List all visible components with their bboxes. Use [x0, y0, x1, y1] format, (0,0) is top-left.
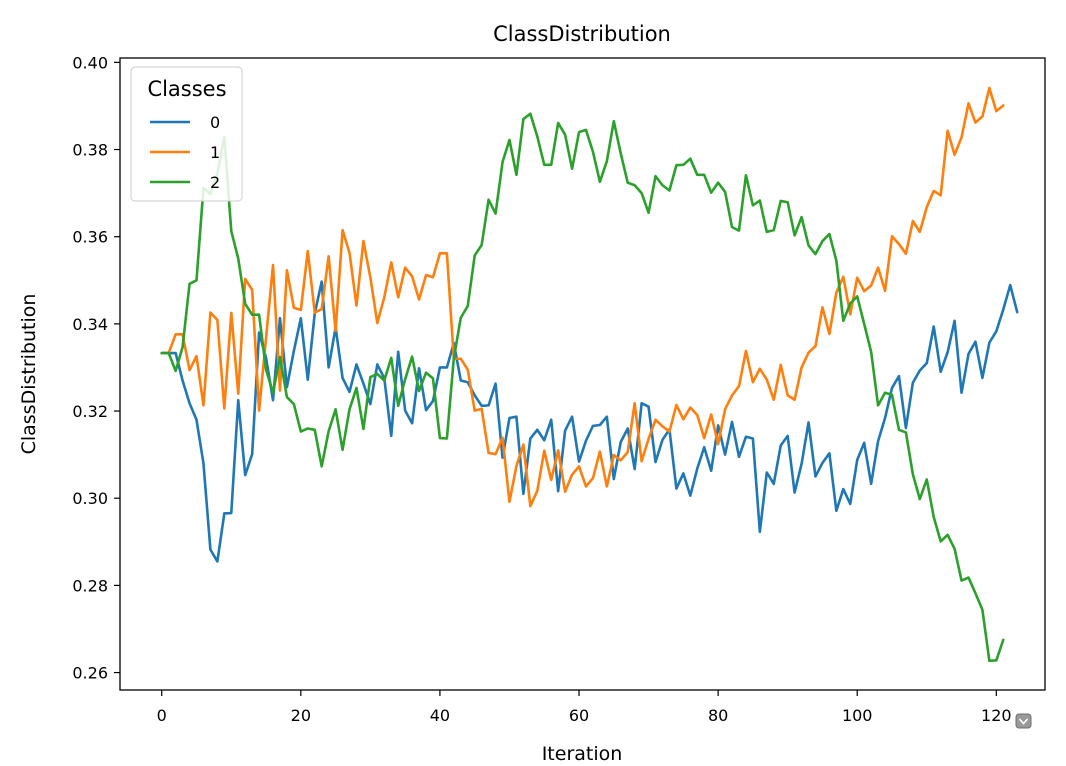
- legend-entries: 0 1 2: [150, 113, 220, 192]
- y-axis-title: ClassDistribution: [18, 294, 40, 455]
- y-tick-label: 0.32: [72, 402, 108, 421]
- y-tick-label: 0.36: [72, 228, 108, 247]
- legend-label-2: 2: [210, 173, 220, 192]
- chart-title: ClassDistribution: [493, 22, 671, 46]
- y-axis: 0.26 0.28 0.30 0.32 0.34 0.36 0.38 0.40: [72, 53, 120, 683]
- y-tick-label: 0.38: [72, 141, 108, 160]
- y-tick-label: 0.30: [72, 489, 108, 508]
- x-axis: 0 20 40 60 80 100 120: [157, 690, 1012, 725]
- x-tick-label: 20: [291, 706, 311, 725]
- series-line-1: [160, 86, 1005, 508]
- series-line-2: [160, 112, 1005, 663]
- series-line-0: [160, 280, 1019, 563]
- x-tick-label: 60: [569, 706, 589, 725]
- legend-title: Classes: [147, 77, 226, 101]
- x-axis-title: Iteration: [542, 743, 623, 765]
- y-tick-label: 0.34: [72, 315, 108, 334]
- x-tick-label: 120: [981, 706, 1012, 725]
- legend-box: [130, 66, 243, 202]
- legend: Classes 0 1 2: [130, 66, 243, 202]
- x-tick-label: 0: [157, 706, 167, 725]
- x-tick-label: 80: [708, 706, 728, 725]
- plot-frame: [119, 57, 1046, 691]
- y-tick-label: 0.40: [72, 53, 108, 72]
- x-tick-label: 100: [842, 706, 873, 725]
- legend-label-1: 1: [210, 143, 220, 162]
- y-tick-label: 0.26: [72, 664, 108, 683]
- expand-icon[interactable]: [1015, 713, 1032, 729]
- plot-lines: [160, 86, 1019, 663]
- y-tick-label: 0.28: [72, 576, 108, 595]
- legend-label-0: 0: [210, 113, 220, 132]
- x-tick-label: 40: [430, 706, 450, 725]
